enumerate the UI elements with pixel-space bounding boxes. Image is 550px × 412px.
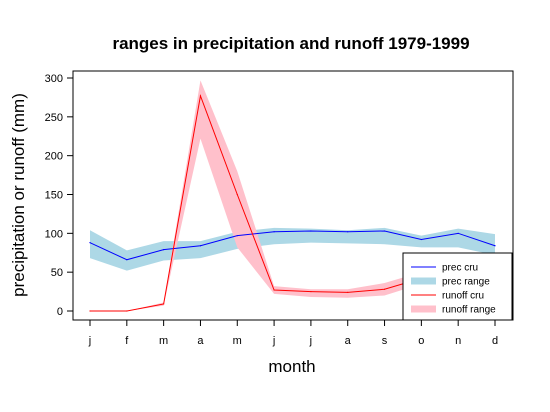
x-tick-label-11: d <box>492 335 498 347</box>
series-2-point-6 <box>310 290 312 293</box>
series-0-point-4 <box>236 235 238 237</box>
y-tick-label-6: 300 <box>45 73 63 85</box>
x-tick-label-0: j <box>88 335 91 347</box>
y-axis-label: precipitation or runoff (mm) <box>9 93 28 297</box>
series-2-point-7 <box>347 291 349 293</box>
x-axis-label: month <box>268 357 315 376</box>
series-0-point-9 <box>420 238 422 241</box>
series-0-point-7 <box>347 231 349 233</box>
series-2-point-5 <box>273 289 275 291</box>
y-tick-label-2: 100 <box>45 228 63 240</box>
x-tick-label-10: n <box>455 335 461 347</box>
y-tick-label-1: 50 <box>51 267 63 279</box>
series-0-point-8 <box>383 230 386 232</box>
x-tick-label-9: o <box>418 335 424 347</box>
series-0-point-0 <box>89 242 91 244</box>
series-2-point-3 <box>199 95 202 97</box>
series-2-point-1 <box>126 310 128 312</box>
x-tick-label-8: s <box>382 335 388 347</box>
series-0-point-11 <box>494 245 496 247</box>
series-2-point-0 <box>89 310 91 312</box>
x-tick-label-1: f <box>125 335 129 347</box>
series-0-point-1 <box>126 259 128 261</box>
series-band-1 <box>90 227 495 271</box>
series-0-point-2 <box>163 249 165 251</box>
y-tick-label-5: 250 <box>45 112 63 124</box>
y-axis: 0 50 100 150 200 250 300 <box>45 73 73 318</box>
x-tick-label-2: m <box>159 335 168 347</box>
series-0-point-5 <box>273 231 275 233</box>
series-2-point-4 <box>236 193 238 196</box>
y-tick-label-0: 0 <box>57 306 63 318</box>
y-tick-label-4: 200 <box>45 151 63 163</box>
x-tick-label-6: j <box>309 335 312 347</box>
bands-layer <box>90 80 495 311</box>
x-tick-label-4: m <box>233 335 242 347</box>
series-2-point-8 <box>383 288 386 290</box>
series-0-point-10 <box>457 232 459 234</box>
series-0-point-6 <box>310 230 312 232</box>
legend: prec cru prec range runoff cru runoff range <box>402 252 513 321</box>
legend-label-1: prec range <box>442 277 490 288</box>
legend-label-2: runoff cru <box>442 291 484 302</box>
legend-label-0: prec cru <box>442 263 478 274</box>
x-tick-label-7: a <box>345 335 352 347</box>
series-band-3 <box>90 80 495 311</box>
x-tick-label-5: j <box>272 335 275 347</box>
legend-label-3: runoff range <box>442 305 496 316</box>
series-0-point-3 <box>199 245 202 247</box>
series-line-0 <box>89 230 496 261</box>
series-2-point-2 <box>163 303 165 305</box>
chart-title: ranges in precipitation and runoff 1979-… <box>112 34 469 53</box>
x-tick-label-3: a <box>197 335 204 347</box>
y-tick-label-3: 150 <box>45 190 63 202</box>
